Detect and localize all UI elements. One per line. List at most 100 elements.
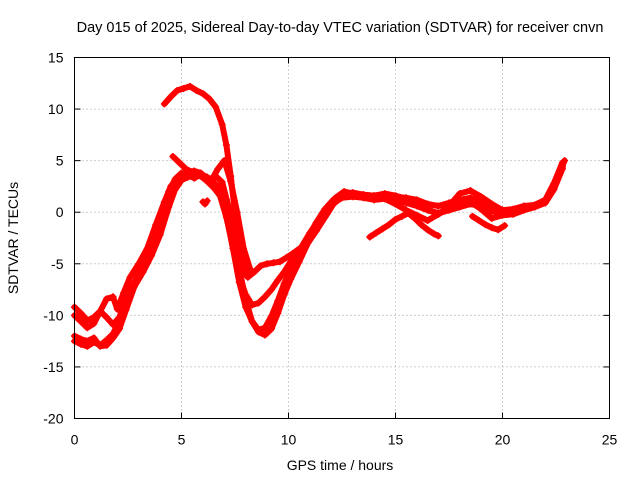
x-axis-label: GPS time / hours [287, 457, 394, 473]
data-point [445, 206, 453, 214]
data-point [77, 309, 85, 317]
data-point [115, 325, 123, 333]
data-point [175, 159, 183, 167]
x-tick-label: 10 [281, 432, 297, 448]
y-tick-label: 10 [48, 101, 64, 117]
data-point [96, 342, 104, 350]
data-point [430, 230, 438, 238]
data-point [488, 200, 496, 208]
y-tick-label: -15 [43, 359, 63, 375]
data-point [207, 176, 215, 184]
data-point [466, 187, 474, 195]
data-point [220, 157, 228, 165]
y-tick-label: 0 [56, 204, 64, 220]
data-point [244, 270, 252, 278]
data-point [274, 297, 282, 305]
data-point [501, 222, 509, 230]
data-point [96, 307, 104, 315]
data-point [267, 325, 275, 333]
data-point [267, 286, 275, 294]
data-point [276, 258, 284, 266]
data-point [338, 194, 346, 202]
data-point [370, 196, 378, 204]
data-point [113, 305, 121, 313]
data-point [103, 341, 111, 349]
data-point [130, 282, 138, 290]
y-tick-label: 5 [56, 153, 64, 169]
plot-frame [74, 57, 610, 419]
data-point [481, 221, 489, 229]
data-point [475, 216, 483, 224]
data-point [214, 165, 222, 173]
data-point [340, 188, 348, 196]
data-point [349, 193, 357, 201]
y-tick-label: 15 [48, 50, 64, 66]
y-axis-label: SDTVAR / TECUs [5, 182, 21, 294]
data-point [203, 197, 211, 205]
data-point [222, 141, 230, 149]
data-point [246, 265, 254, 273]
data-point [90, 334, 98, 342]
data-point [199, 90, 207, 98]
data-point [477, 193, 485, 201]
data-point [424, 216, 432, 224]
data-point [329, 199, 337, 207]
data-point [250, 268, 258, 276]
data-point [261, 293, 269, 301]
data-point [304, 237, 312, 245]
data-point [411, 214, 419, 222]
data-point [494, 226, 502, 234]
data-point [148, 252, 156, 260]
data-point [103, 313, 111, 321]
data-point [212, 103, 220, 111]
data-point [83, 337, 91, 345]
data-point [488, 207, 496, 215]
series-pass-6 [169, 153, 254, 273]
data-point [210, 183, 218, 191]
data-point [77, 318, 85, 326]
data-point [255, 326, 263, 334]
data-point [312, 224, 320, 232]
data-point [274, 276, 282, 284]
series-pass-8 [366, 209, 442, 241]
data-point [180, 84, 188, 92]
data-point [184, 173, 192, 181]
data-point [499, 209, 506, 217]
data-point [173, 87, 181, 95]
y-tick-label: -20 [43, 411, 63, 427]
data-point [404, 209, 412, 217]
series-pass-7 [199, 197, 211, 208]
data-point [229, 241, 237, 249]
grid [74, 57, 610, 419]
x-tick-label: 0 [71, 432, 79, 448]
data-point [366, 233, 374, 241]
data-point [126, 273, 134, 281]
data-point [77, 335, 85, 343]
x-tick-label: 15 [388, 432, 404, 448]
data-point [201, 174, 209, 182]
data-point [392, 196, 399, 204]
data-point [222, 213, 230, 221]
data-point [218, 121, 226, 129]
chart-title: Day 015 of 2025, Sidereal Day-to-day VTE… [77, 20, 604, 36]
data-point [321, 210, 329, 218]
data-point [152, 221, 160, 229]
data-point [261, 324, 269, 332]
data-point [109, 321, 117, 329]
data-point [83, 317, 91, 325]
data-point [561, 157, 569, 165]
x-tick-label: 20 [495, 432, 511, 448]
data-point [90, 320, 98, 328]
data-point [456, 190, 464, 198]
series-trace [71, 163, 566, 350]
data-point [520, 205, 528, 213]
data-point [235, 272, 243, 280]
series-pass-3 [71, 157, 569, 332]
data-point [83, 324, 91, 332]
data-point [295, 248, 303, 256]
data-point [385, 221, 393, 229]
data-point [242, 303, 250, 311]
data-point [156, 231, 164, 239]
data-point [488, 224, 496, 232]
data-point [233, 208, 241, 216]
